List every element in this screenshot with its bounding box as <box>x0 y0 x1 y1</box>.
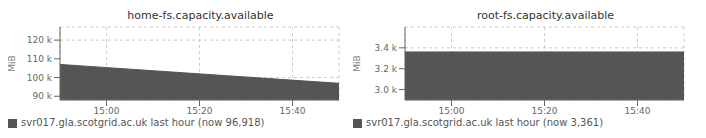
svg-text:3.2 k: 3.2 k <box>375 64 398 74</box>
svg-text:3.4 k: 3.4 k <box>375 43 398 53</box>
svg-text:90 k: 90 k <box>32 91 52 101</box>
svg-text:15:00: 15:00 <box>439 106 465 116</box>
svg-text:120 k: 120 k <box>27 35 53 45</box>
html-text:home-fs.capacity.available: home-fs.capacity.available <box>127 9 274 22</box>
html-text:root-fs.capacity.available: root-fs.capacity.available <box>476 9 615 22</box>
svg-text:110 k: 110 k <box>27 54 53 64</box>
svg-text:15:20: 15:20 <box>532 106 558 116</box>
html-text:svr017.gla.scotgrid.ac.uk last: svr017.gla.scotgrid.ac.uk last hour (now… <box>21 117 265 128</box>
svg-text:15:20: 15:20 <box>187 106 213 116</box>
svg-text:100 k: 100 k <box>27 73 53 83</box>
svg-text:15:40: 15:40 <box>280 106 306 116</box>
html-text:svr017.gla.scotgrid.ac.uk last: svr017.gla.scotgrid.ac.uk last hour (now… <box>366 117 604 128</box>
svg-text:MiB: MiB <box>353 55 362 71</box>
svg-text:15:40: 15:40 <box>625 106 651 116</box>
svg-text:MiB: MiB <box>8 55 17 71</box>
svg-text:3.0 k: 3.0 k <box>375 85 398 95</box>
svg-text:15:00: 15:00 <box>94 106 120 116</box>
